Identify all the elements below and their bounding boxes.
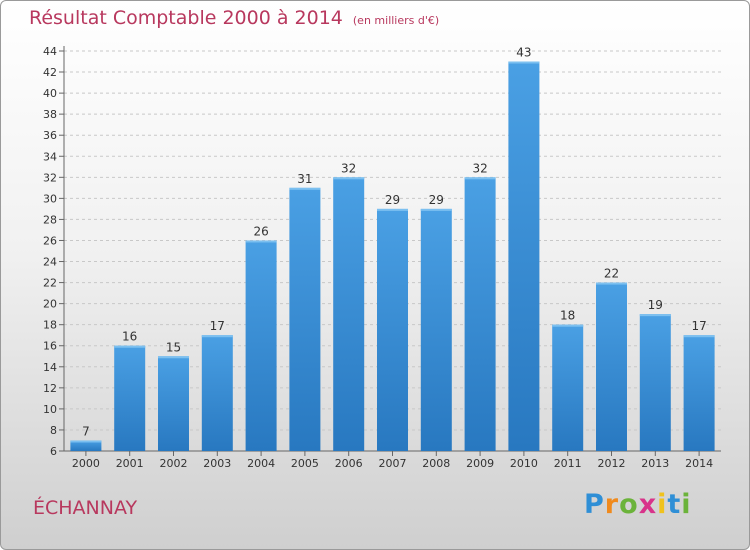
bar-top [158,356,189,359]
bar-top [245,240,277,243]
x-tick-label: 2008 [422,457,450,470]
y-tick-label: 36 [43,129,57,142]
chart-title: Résultat Comptable 2000 à 2014 (en millie… [29,7,439,29]
bar-top [552,324,584,327]
y-tick-label: 24 [43,256,57,269]
x-tick-label: 2004 [247,457,275,470]
data-label: 31 [297,172,312,186]
logo-letter: o [619,489,639,520]
y-tick-label: 14 [43,361,57,374]
logo-letter: i [681,489,692,520]
y-tick-label: 40 [43,87,57,100]
y-tick-label: 30 [43,192,57,205]
bar [245,240,277,451]
x-tick-label: 2014 [685,457,713,470]
bar [114,345,146,451]
title-text: Résultat Comptable 2000 à 2014 [29,7,343,29]
bar-top [508,61,540,64]
logo-letter: x [638,489,658,520]
data-label: 18 [560,309,575,323]
logo-letter: i [657,489,668,520]
logo-letter: t [667,489,682,520]
y-tick-label: 16 [43,340,57,353]
x-tick-label: 2009 [466,457,494,470]
y-tick-label: 12 [43,382,57,395]
data-label: 26 [253,224,268,238]
data-label: 22 [604,267,619,281]
bar-top [333,177,365,180]
x-tick-label: 2007 [379,457,407,470]
y-tick-label: 18 [43,319,57,332]
data-label: 16 [122,330,137,344]
bar-top [201,335,233,338]
bar-top [683,335,715,338]
data-label: 29 [385,193,400,207]
bar [552,324,584,451]
y-tick-label: 8 [50,424,57,437]
data-label: 15 [166,340,181,354]
data-label: 43 [516,46,531,60]
proxiti-logo: Proxiti [584,489,692,520]
bar [70,440,102,451]
bar [683,335,715,451]
data-label: 32 [341,161,356,175]
logo-letter: r [604,489,620,520]
x-tick-label: 2003 [203,457,231,470]
data-label: 17 [210,319,225,333]
bar-top [114,345,146,348]
y-tick-label: 28 [43,213,57,226]
bar [508,61,540,452]
y-tick-label: 20 [43,298,57,311]
bar-top [289,187,321,190]
y-tick-label: 26 [43,234,57,247]
bar [289,187,321,451]
bar [201,335,233,451]
y-tick-label: 6 [50,445,57,458]
bar [333,177,365,451]
x-tick-label: 2001 [116,457,144,470]
bar [464,177,496,451]
y-tick-label: 44 [43,45,57,58]
y-tick-label: 42 [43,66,57,79]
bar [420,208,452,451]
data-label: 7 [82,424,90,438]
bar-top [596,282,627,285]
bar-top [70,440,102,443]
y-tick-label: 32 [43,171,57,184]
y-tick-label: 34 [43,150,57,163]
bar [158,356,189,451]
data-label: 32 [472,161,487,175]
commune-name: ÉCHANNAY [33,497,138,519]
y-tick-label: 22 [43,277,57,290]
bar-top [639,314,671,317]
logo-letter: P [584,489,605,520]
x-tick-label: 2011 [554,457,582,470]
data-label: 19 [648,298,663,312]
x-tick-label: 2002 [160,457,188,470]
y-tick-label: 38 [43,108,57,121]
x-tick-label: 2012 [598,457,626,470]
bar-top [464,177,496,180]
x-tick-label: 2013 [641,457,669,470]
bar [639,314,671,451]
bar-top [377,208,408,211]
y-tick-label: 10 [43,403,57,416]
bar-top [420,208,452,211]
data-label: 17 [691,319,706,333]
x-tick-label: 2010 [510,457,538,470]
title-unit: (en milliers d'€) [352,14,440,27]
x-tick-label: 2000 [72,457,100,470]
bar [377,208,408,451]
x-tick-label: 2006 [335,457,363,470]
bar [596,282,627,451]
data-label: 29 [429,193,444,207]
x-tick-label: 2005 [291,457,319,470]
